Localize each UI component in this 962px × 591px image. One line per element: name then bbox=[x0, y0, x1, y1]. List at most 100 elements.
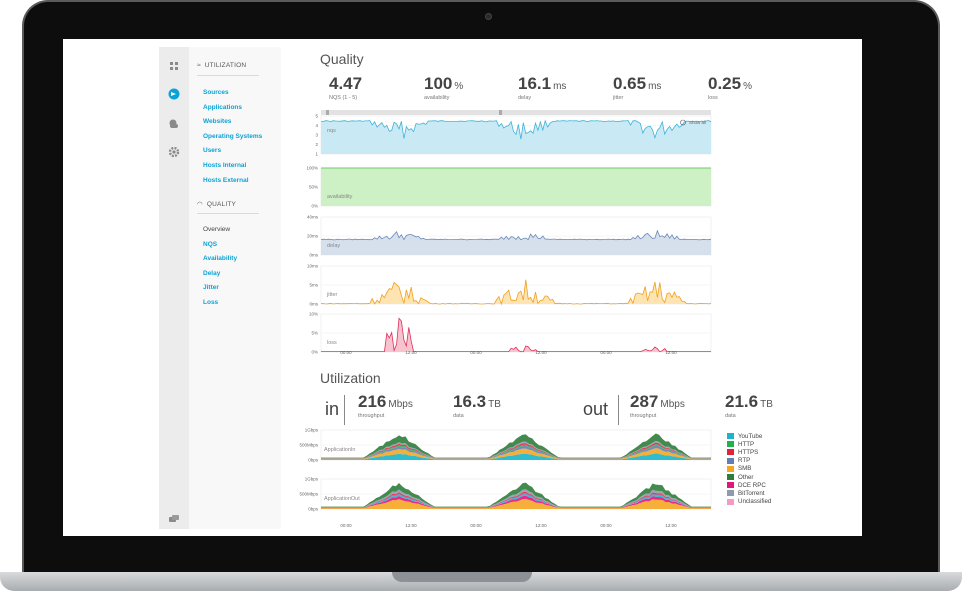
out-throughput: 287 Mbps throughput bbox=[630, 392, 685, 419]
legend-item[interactable]: HTTP bbox=[727, 440, 771, 448]
legend-item[interactable]: RTP bbox=[727, 457, 771, 465]
out-label: out bbox=[583, 399, 609, 419]
range-handle bbox=[326, 110, 329, 115]
x-tick-label: 00:00 bbox=[340, 523, 352, 528]
sidebar-item-availability[interactable]: Availability bbox=[203, 255, 238, 263]
x-tick-label: 12:00 bbox=[665, 523, 677, 528]
sidebar-item-nqs[interactable]: NQS bbox=[203, 240, 218, 248]
sidebar-item-loss[interactable]: Loss bbox=[203, 298, 219, 306]
network-icon[interactable] bbox=[167, 87, 181, 101]
legend-item[interactable]: BitTorrent bbox=[727, 489, 771, 497]
metric-availability: 100% availability bbox=[424, 74, 464, 101]
y-tick-label: 500Mbps bbox=[299, 443, 318, 448]
range-handle bbox=[499, 110, 502, 115]
y-tick-label: 500Mbps bbox=[299, 492, 318, 497]
application-legend: YouTube HTTP HTTPS RTP SMB Other DCE RPC… bbox=[727, 432, 771, 506]
chart-label: availability bbox=[327, 194, 353, 200]
sidebar-item-users[interactable]: Users bbox=[203, 147, 222, 155]
divider bbox=[344, 395, 345, 425]
series-line bbox=[321, 119, 712, 140]
y-tick-label: 1 bbox=[315, 152, 318, 157]
x-tick-label: 00:00 bbox=[600, 523, 612, 528]
y-tick-label: 0% bbox=[311, 204, 318, 209]
series-area bbox=[321, 168, 711, 206]
sidebar-item-operating-systems[interactable]: Operating Systems bbox=[203, 132, 263, 140]
legend-item[interactable]: YouTube bbox=[727, 432, 771, 440]
metric-jitter: 0.65 ms jitter bbox=[613, 74, 662, 101]
chart-label: ApplicationOut bbox=[324, 496, 360, 502]
legend-swatch bbox=[727, 474, 734, 481]
stacked-layer bbox=[321, 448, 711, 460]
series-area bbox=[321, 120, 711, 154]
sidebar-item-delay[interactable]: Delay bbox=[203, 269, 221, 277]
x-tick-label: 00:00 bbox=[470, 523, 482, 528]
metric-loss: 0.25% loss bbox=[708, 74, 752, 101]
chat-icon[interactable] bbox=[167, 513, 181, 527]
y-tick-label: 40ms bbox=[307, 215, 319, 220]
grid-icon[interactable] bbox=[167, 59, 181, 73]
legend-swatch bbox=[727, 465, 734, 472]
y-tick-label: 4 bbox=[315, 123, 318, 128]
chart-label: loss bbox=[327, 340, 337, 346]
sidebar: ≈ UTILIZATION Sources Applications Websi… bbox=[189, 47, 281, 529]
y-tick-label: 10ms bbox=[307, 264, 319, 269]
y-tick-label: 10% bbox=[309, 312, 318, 317]
sidebar-item-hosts-external[interactable]: Hosts External bbox=[203, 176, 249, 184]
gear-icon[interactable] bbox=[167, 145, 181, 159]
y-tick-label: 5ms bbox=[309, 283, 318, 288]
x-tick-label: 12:00 bbox=[535, 350, 547, 355]
y-tick-label: 5 bbox=[315, 114, 318, 119]
x-tick-label: 00:00 bbox=[340, 350, 352, 355]
sidebar-item-hosts-internal[interactable]: Hosts Internal bbox=[203, 161, 247, 169]
y-tick-label: 50% bbox=[309, 185, 318, 190]
gauge-icon: ◠ bbox=[197, 201, 203, 208]
sidebar-item-overview[interactable]: Overview bbox=[203, 226, 231, 233]
quality-section-header: ◠ QUALITY bbox=[197, 200, 237, 209]
x-tick-label: 12:00 bbox=[405, 350, 417, 355]
quality-nav: Overview NQS Availability Delay Jitter L… bbox=[203, 223, 237, 311]
out-data: 21.6 TB data bbox=[725, 392, 773, 419]
y-tick-label: 0ms bbox=[309, 302, 318, 307]
in-label: in bbox=[325, 399, 340, 419]
legend-item[interactable]: DCE RPC bbox=[727, 481, 771, 489]
utilization-charts: 1Gbps 500Mbps 0bps ApplicationIn 1Gbps 500Mbp… bbox=[291, 427, 712, 529]
in-data: 16.3 TB data bbox=[453, 392, 501, 419]
legend-swatch bbox=[727, 490, 734, 497]
series-area bbox=[321, 318, 711, 352]
legend-item[interactable]: Other bbox=[727, 473, 771, 481]
series-area bbox=[321, 279, 711, 304]
legend-item[interactable]: SMB bbox=[727, 465, 771, 473]
y-tick-label: 0bps bbox=[308, 458, 319, 463]
series-line bbox=[321, 317, 711, 353]
sidebar-item-jitter[interactable]: Jitter bbox=[203, 284, 219, 292]
cloud-icon[interactable] bbox=[167, 117, 181, 131]
quality-charts: 5 4 3 2 1 nqs 100% 50% 0% availability 40ms 20ms 0ms… bbox=[291, 110, 712, 356]
range-scrollbar bbox=[321, 110, 711, 115]
icon-rail bbox=[159, 47, 189, 529]
legend-item[interactable]: HTTPS bbox=[727, 448, 771, 456]
sidebar-item-applications[interactable]: Applications bbox=[203, 103, 243, 111]
legend-swatch bbox=[727, 498, 734, 505]
legend-swatch bbox=[727, 449, 734, 456]
quality-chart-svg: 5 4 3 2 1 nqs 100% 50% 0% availability 40ms 20ms 0ms… bbox=[306, 110, 712, 355]
sidebar-item-websites[interactable]: Websites bbox=[203, 118, 232, 126]
utilization-nav: Sources Applications Websites Operating … bbox=[203, 86, 262, 188]
legend-swatch bbox=[727, 433, 734, 440]
legend-item[interactable]: Unclassified bbox=[727, 498, 771, 506]
zoom-icon bbox=[680, 119, 686, 126]
x-tick-label: 00:00 bbox=[470, 350, 482, 355]
app-screen: ≈ UTILIZATION Sources Applications Websi… bbox=[63, 39, 862, 536]
sidebar-item-sources[interactable]: Sources bbox=[203, 89, 229, 96]
series-line bbox=[321, 279, 712, 306]
y-tick-label: 100% bbox=[306, 166, 318, 171]
legend-swatch bbox=[727, 482, 734, 489]
show-all-link: Show all bbox=[689, 120, 706, 125]
main-content: Quality 4.47 NQS (1 - 5) 100% availabili… bbox=[281, 39, 862, 536]
y-tick-label: 2 bbox=[315, 142, 318, 147]
y-tick-label: 0% bbox=[311, 350, 318, 355]
y-tick-label: 1Gbps bbox=[305, 477, 319, 482]
y-tick-label: 0ms bbox=[309, 253, 318, 258]
chart-label: jitter bbox=[326, 292, 338, 298]
chart-label: delay bbox=[327, 243, 340, 249]
